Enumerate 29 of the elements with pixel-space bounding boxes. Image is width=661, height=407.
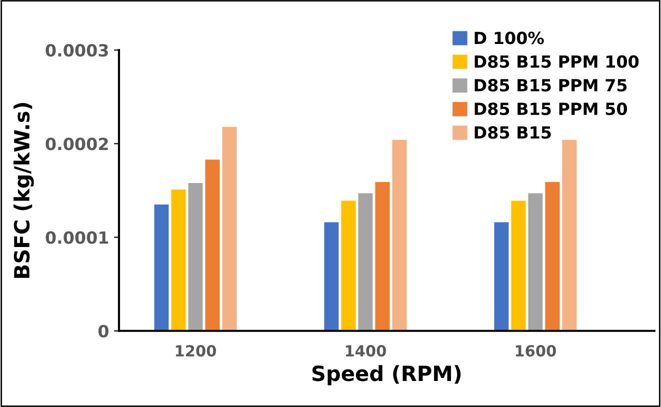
legend-label: D 100%	[474, 32, 544, 44]
legend-label: D85 B15	[474, 126, 551, 139]
x-tick-label: 1600	[516, 345, 556, 357]
bar	[494, 222, 509, 331]
legend-label: D85 B15 PPM 50	[474, 102, 627, 116]
bar	[188, 182, 203, 331]
x-tick-label: 1400	[346, 345, 386, 357]
legend-label: D85 B15 PPM 75	[474, 78, 627, 92]
bar	[392, 140, 407, 331]
bar	[528, 193, 543, 331]
bar	[562, 140, 577, 331]
x-tick-label: 1200	[176, 345, 216, 357]
bar	[171, 190, 186, 331]
bar	[324, 222, 339, 331]
legend-label: D85 B15 PPM 100	[474, 55, 639, 68]
y-tick-label: 0	[98, 324, 108, 338]
y-tick-label: 0.0003	[46, 44, 108, 57]
y-axis-title: BSFC (kg/kW.s)	[14, 102, 34, 278]
bar	[341, 200, 356, 331]
bar	[545, 182, 560, 331]
bar	[154, 204, 169, 331]
bar	[358, 193, 373, 331]
bar	[205, 160, 220, 331]
bar	[511, 200, 526, 331]
bar	[222, 126, 237, 331]
y-tick-label: 0.0002	[46, 138, 108, 150]
y-tick-label: 0.0001	[46, 231, 108, 244]
x-axis-title: Speed (RPM)	[312, 365, 461, 386]
bar	[375, 182, 390, 331]
